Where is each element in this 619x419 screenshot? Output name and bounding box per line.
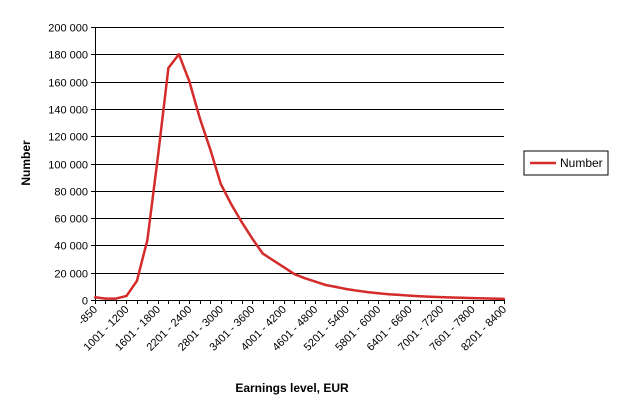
y-axis-tick-labels: 0 20 000 40 000 60 000 80 000 100 000 120 000 1… bbox=[48, 23, 88, 308]
data-point bbox=[303, 277, 306, 280]
data-point bbox=[230, 203, 233, 206]
data-point bbox=[460, 296, 464, 299]
y-tick-label: 20 000 bbox=[54, 269, 88, 281]
data-point bbox=[314, 280, 317, 283]
data-point bbox=[146, 238, 149, 242]
data-point bbox=[502, 297, 506, 301]
y-tick-label: 180 000 bbox=[48, 50, 88, 62]
data-point bbox=[387, 293, 390, 296]
legend: Number bbox=[523, 150, 609, 176]
data-point bbox=[156, 155, 160, 158]
data-point bbox=[345, 287, 348, 291]
data-point bbox=[439, 295, 443, 299]
data-point bbox=[429, 295, 432, 298]
data-point bbox=[492, 297, 495, 300]
data-point bbox=[188, 80, 191, 83]
y-tick-label: 160 000 bbox=[48, 78, 88, 90]
gridlines bbox=[95, 27, 504, 274]
axes bbox=[91, 27, 505, 304]
data-point bbox=[135, 279, 139, 283]
data-point bbox=[324, 283, 327, 287]
series-line-number bbox=[94, 53, 505, 301]
y-tick-label: 120 000 bbox=[48, 132, 88, 144]
data-point bbox=[251, 237, 254, 240]
y-tick-label: 80 000 bbox=[54, 187, 88, 199]
data-point bbox=[471, 296, 474, 300]
data-point bbox=[408, 294, 411, 297]
legend-label-number: Number bbox=[560, 156, 603, 170]
y-tick-label: 100 000 bbox=[48, 160, 88, 172]
data-point bbox=[261, 252, 264, 255]
data-point bbox=[418, 295, 422, 298]
y-tick-label: 60 000 bbox=[54, 214, 88, 226]
y-tick-label: 0 bbox=[82, 296, 88, 308]
y-tick-label: 140 000 bbox=[48, 105, 88, 117]
data-point bbox=[397, 293, 401, 297]
y-axis-title: Number bbox=[19, 140, 33, 186]
data-point bbox=[167, 66, 170, 70]
data-point bbox=[209, 148, 212, 151]
data-point bbox=[282, 266, 285, 269]
x-tick-label: -850 bbox=[76, 304, 100, 328]
x-axis-title: Earnings level, EUR bbox=[235, 381, 349, 395]
data-point bbox=[450, 296, 453, 299]
data-point bbox=[335, 285, 338, 289]
data-point bbox=[198, 117, 202, 120]
y-tick-label: 40 000 bbox=[54, 241, 88, 253]
data-point bbox=[481, 297, 485, 300]
y-tick-label: 200 000 bbox=[48, 23, 88, 35]
data-point bbox=[293, 272, 296, 276]
data-point bbox=[377, 292, 380, 295]
data-point bbox=[104, 297, 107, 300]
data-point bbox=[219, 182, 222, 186]
data-point bbox=[114, 297, 118, 300]
data-point bbox=[240, 221, 243, 224]
data-point bbox=[177, 53, 181, 56]
series-layer bbox=[93, 53, 506, 301]
data-point bbox=[93, 296, 97, 299]
data-point bbox=[272, 259, 275, 262]
data-point bbox=[125, 294, 128, 298]
data-point bbox=[366, 290, 369, 294]
data-point bbox=[356, 289, 359, 292]
